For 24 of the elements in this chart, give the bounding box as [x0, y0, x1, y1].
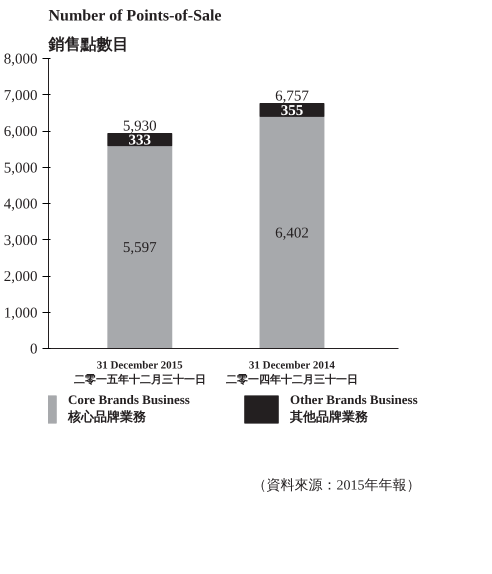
y-tick-label: 6,000 — [4, 124, 38, 140]
text: （資料來源：2015年年報） — [252, 478, 420, 494]
chart-title: Number of Points-of-Sale — [48, 8, 222, 24]
y-tick-label: 1,000 — [4, 305, 38, 322]
y-tick-label: 4,000 — [4, 196, 38, 212]
bar — [260, 116, 324, 348]
x-tick-label: 31 December 2014 二零一四年十二月三十一日 — [226, 360, 358, 386]
y-tick-label: 3,000 — [4, 232, 38, 249]
legend-label: Other Brands Business 其他品牌業務 — [290, 392, 419, 426]
y-tick-label: 8,000 — [4, 52, 38, 68]
chart-subtitle: 銷售點數目 — [48, 36, 128, 54]
data-label: 333 — [128, 132, 152, 149]
data-label: 6,402 — [275, 225, 309, 242]
y-tick-label: 0 — [30, 342, 38, 358]
legend-label: Core Brands Business 核心品牌業務 — [68, 392, 191, 426]
total-label: 6,757 — [275, 88, 310, 104]
total-label: 5,930 — [122, 118, 157, 134]
y-tick-label: 5,000 — [4, 160, 38, 176]
x-tick-label: 31 December 2015 二零一五年十二月三十一日 — [74, 360, 206, 386]
y-tick-label: 2,000 — [4, 269, 38, 285]
y-tick-label: 7,000 — [4, 88, 38, 104]
data-label: 355 — [280, 102, 304, 119]
data-label: 5,597 — [122, 240, 158, 256]
bar — [107, 145, 172, 348]
